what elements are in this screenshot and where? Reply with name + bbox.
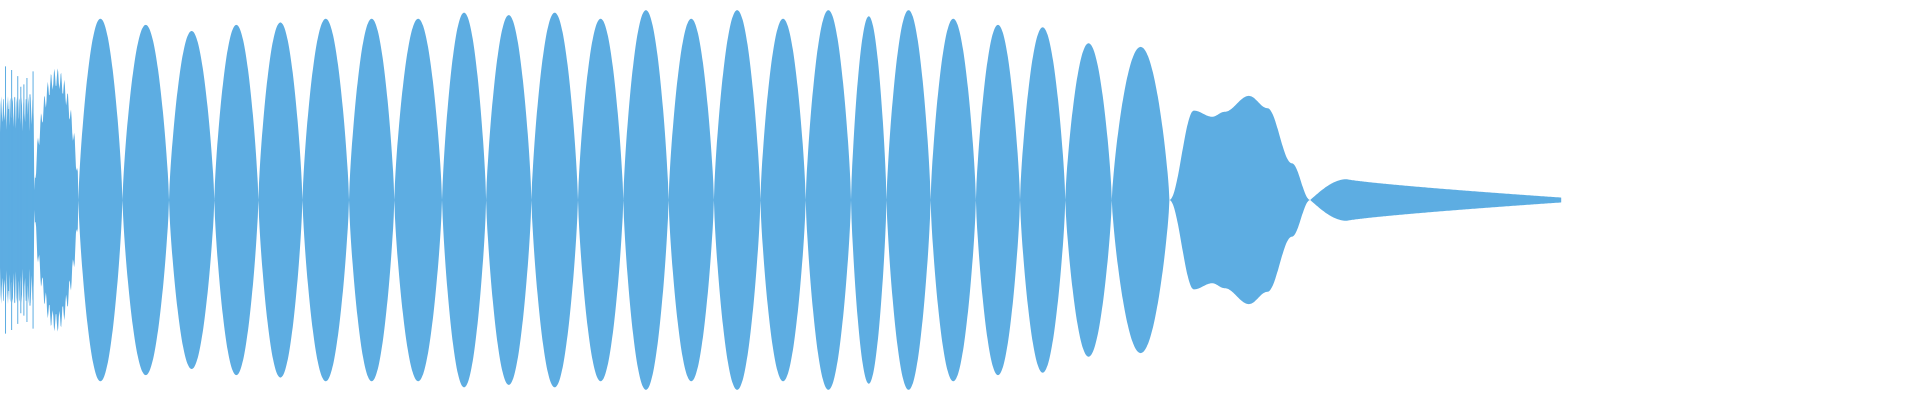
waveform <box>0 10 1562 390</box>
